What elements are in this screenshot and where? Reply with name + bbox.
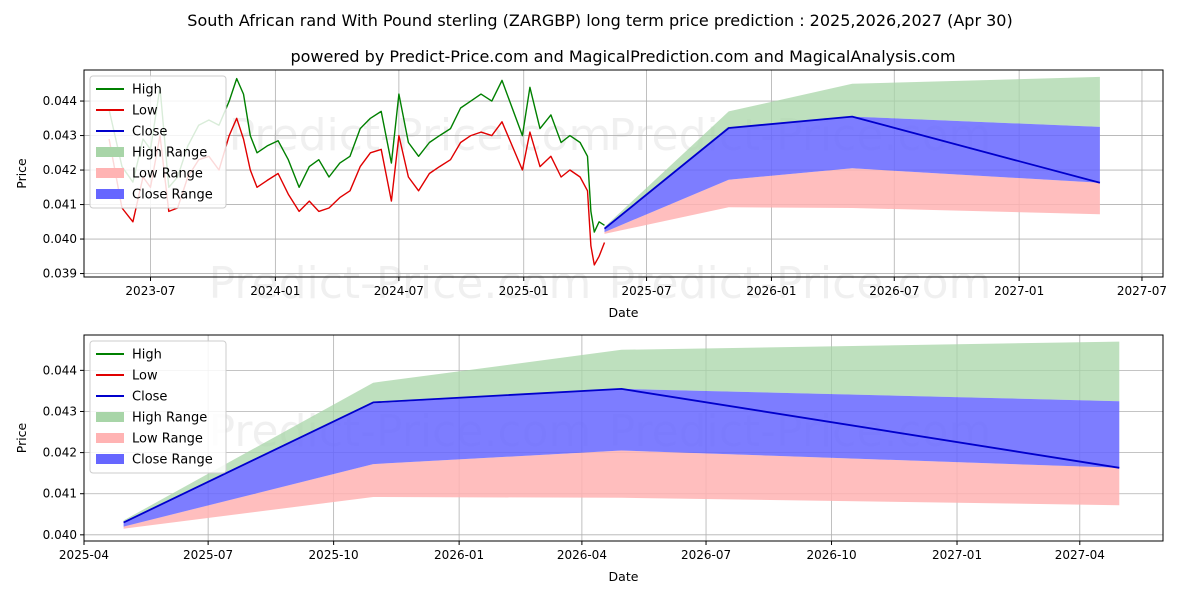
x-tick-label: 2023-07 — [125, 284, 175, 298]
x-tick-label: 2025-04 — [59, 548, 109, 562]
y-axis-label: Price — [14, 422, 29, 453]
chart-title: South African rand With Pound sterling (… — [187, 11, 1012, 30]
legend-item-close-range-swatch — [96, 454, 124, 464]
x-tick-label: 2025-10 — [309, 548, 359, 562]
high-range-band — [604, 76, 1100, 229]
legend: High Low Close High Range Low Range Close Ran… — [89, 75, 227, 209]
x-tick-label: 2027-01 — [932, 548, 982, 562]
y-tick-label: 0.041 — [43, 487, 77, 501]
high-range-band — [123, 341, 1120, 523]
legend-item-high: High — [132, 83, 162, 98]
chart-subtitle: powered by Predict-Price.com and Magical… — [290, 47, 955, 66]
legend-item-high-range: High Range — [132, 411, 207, 426]
legend-item-close: Close — [132, 390, 167, 405]
x-axis-label: Date — [609, 305, 639, 320]
x-axis-label: Date — [609, 569, 639, 584]
legend-item-close-range: Close Range — [132, 453, 213, 468]
close-series-line — [603, 115, 1101, 230]
plot-frame — [83, 334, 1164, 542]
y-axis-label: Price — [14, 158, 29, 189]
y-tick-label: 0.042 — [43, 446, 77, 460]
legend-item-high: High — [132, 348, 162, 363]
y-tick-label: 0.044 — [43, 363, 77, 377]
x-tick-label: 2027-07 — [1117, 284, 1167, 298]
y-tick-label: 0.040 — [43, 232, 77, 246]
close-range-band — [604, 116, 1100, 233]
y-tick-label: 0.044 — [43, 94, 77, 108]
close-range-band — [123, 388, 1120, 527]
x-tick-label: 2026-01 — [746, 284, 796, 298]
legend-item-low: Low — [132, 369, 158, 384]
x-tick-label: 2026-07 — [869, 284, 919, 298]
y-tick-label: 0.041 — [43, 198, 77, 212]
close-series-line — [123, 387, 1120, 524]
x-tick-label: 2027-04 — [1055, 548, 1105, 562]
watermark-text: Predict-Price.com — [209, 258, 592, 309]
x-tick-label: 2026-10 — [806, 548, 856, 562]
x-tick-label: 2027-01 — [994, 284, 1044, 298]
x-tick-label: 2026-01 — [434, 548, 484, 562]
legend-item-low: Low — [132, 104, 158, 119]
x-tick-label: 2026-04 — [557, 548, 607, 562]
low-range-band — [604, 168, 1100, 234]
bottom-panel: Predict-Price.comPredict-Price.com2025-0… — [14, 334, 1164, 584]
y-tick-label: 0.040 — [43, 528, 77, 542]
x-tick-label: 2024-07 — [374, 284, 424, 298]
legend-item-high-range-swatch — [96, 412, 124, 422]
legend-item-low-range: Low Range — [132, 432, 203, 447]
x-tick-label: 2026-07 — [681, 548, 731, 562]
plot-frame — [83, 69, 1164, 278]
y-tick-label: 0.043 — [43, 129, 77, 143]
legend-item-low-range: Low Range — [132, 167, 203, 182]
x-tick-label: 2024-01 — [250, 284, 300, 298]
legend-item-low-range-swatch — [96, 433, 124, 443]
legend-item-low-range-swatch — [96, 168, 124, 178]
x-tick-label: 2025-01 — [499, 284, 549, 298]
legend-item-close-range-swatch — [96, 189, 124, 199]
x-tick-label: 2025-07 — [622, 284, 672, 298]
legend-item-close: Close — [132, 125, 167, 140]
x-tick-label: 2025-07 — [183, 548, 233, 562]
legend-item-high-range-swatch — [96, 147, 124, 157]
y-tick-label: 0.043 — [43, 404, 77, 418]
y-tick-label: 0.042 — [43, 163, 77, 177]
legend-item-close-range: Close Range — [132, 188, 213, 203]
low-range-band — [123, 450, 1120, 529]
y-tick-label: 0.039 — [43, 267, 77, 281]
legend: High Low Close High Range Low Range Close Ran… — [89, 340, 227, 474]
watermark-text: Predict-Price.com — [609, 258, 992, 309]
legend-item-high-range: High Range — [132, 146, 207, 161]
